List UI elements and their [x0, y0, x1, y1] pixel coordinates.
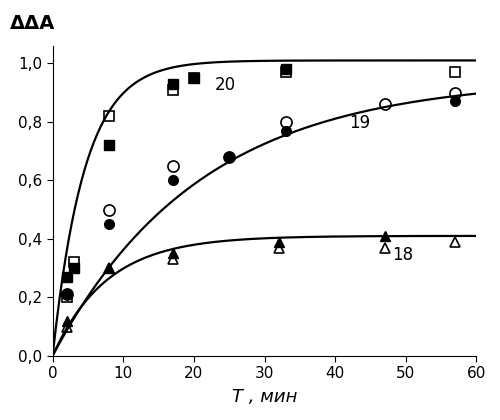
Text: ΔΔA: ΔΔA — [10, 14, 56, 34]
X-axis label: T , мин: T , мин — [232, 388, 297, 406]
Text: 20: 20 — [215, 76, 236, 94]
Text: 19: 19 — [350, 114, 370, 132]
Text: 18: 18 — [392, 246, 413, 264]
